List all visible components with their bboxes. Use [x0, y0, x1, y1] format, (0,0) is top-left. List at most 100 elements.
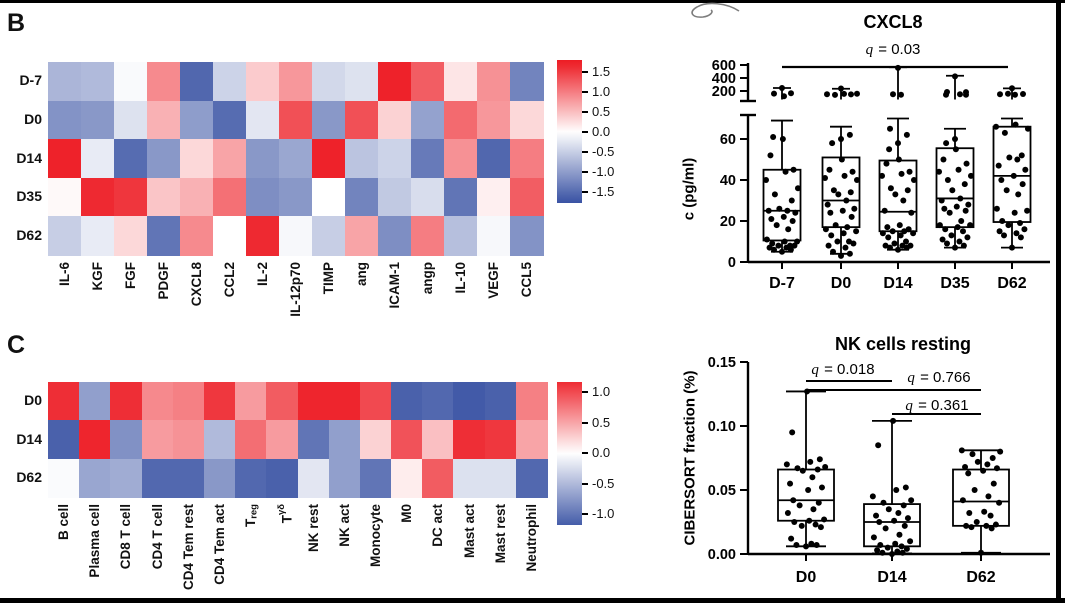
cxcl8-box [992, 125, 1032, 223]
heatmap-b-cell [477, 139, 511, 179]
cxcl8-point [830, 187, 837, 194]
nk-point [958, 447, 965, 454]
nk-y-tick-label: 0.10 [708, 419, 736, 435]
cxcl8-point [775, 242, 782, 249]
heatmap-c-colorbar-tick [582, 421, 588, 424]
heatmap-b-cell [246, 139, 280, 179]
heatmap-b-cell [510, 62, 544, 102]
heatmap-c-cell [515, 458, 548, 498]
cxcl8-point [883, 160, 890, 167]
cxcl8-point [1014, 156, 1021, 163]
nk-point [873, 512, 880, 519]
cxcl8-point [999, 218, 1006, 224]
nk-point [809, 474, 816, 481]
nk-point [992, 521, 999, 528]
cxcl8-point [1021, 226, 1028, 233]
heatmap-b-colorbar-tick-label: -1.0 [592, 164, 615, 179]
nk-point [898, 543, 905, 550]
cxcl8-point [773, 222, 780, 229]
nk-point [799, 467, 806, 474]
nk-point [822, 463, 829, 470]
cxcl8-lower-tick-label: 40 [720, 173, 736, 189]
cxcl8-point [964, 234, 971, 241]
panel-label-b: B [7, 9, 26, 37]
heatmap-b-cell [444, 100, 478, 140]
heatmap-b-cell [378, 62, 412, 102]
nk-point [794, 465, 801, 472]
cxcl8-point [792, 209, 799, 216]
nk-point [963, 522, 970, 529]
nk-point [981, 508, 988, 515]
cxcl8-point [763, 236, 770, 243]
cxcl8-upper-point [943, 91, 949, 98]
heatmap-b-cell [213, 100, 247, 140]
cxcl8-upper-point [848, 91, 854, 98]
heatmap-b-cell [180, 62, 214, 102]
heatmap-c-cell [453, 420, 486, 460]
cxcl8-point [956, 238, 963, 245]
nk-point [813, 542, 820, 549]
cxcl8-point [903, 131, 910, 138]
heatmap-b-colorbar-tick [582, 91, 588, 93]
cxcl8-point [1019, 181, 1026, 188]
heatmap-b-cell [345, 139, 379, 179]
heatmap-b-cell [114, 62, 148, 102]
heatmap-b-cell [213, 177, 247, 217]
heatmap-b-cell [477, 100, 511, 140]
cxcl8-point [906, 168, 913, 175]
heatmap-c-cell [141, 420, 174, 460]
cxcl8-point [847, 189, 854, 196]
heatmap-b-cell [279, 177, 313, 217]
heatmap-b-colorbar-tick-label: -0.5 [592, 144, 615, 159]
cxcl8-point [848, 213, 855, 220]
nk-point [997, 448, 1004, 455]
cxcl8-point [886, 146, 893, 153]
cxcl8-point [851, 205, 858, 212]
cxcl8-point [993, 123, 1000, 130]
nk-point [899, 549, 906, 556]
heatmap-c-colorbar-tick [582, 452, 588, 454]
cxcl8-point [902, 238, 909, 245]
nk-category-label: D62 [966, 569, 995, 586]
heatmap-c-cell [141, 458, 174, 498]
panel-label-c: C [7, 331, 26, 359]
heatmap-c-colorbar-tick-label: 0.5 [592, 414, 611, 430]
cxcl8-upper-point [898, 91, 904, 98]
cxcl8-point [779, 248, 785, 255]
cxcl8-point [1024, 207, 1031, 214]
cxcl8-point [953, 203, 960, 210]
cxcl8-upper-point [997, 91, 1003, 98]
nk-boxplot: 0.15 0.10 0.05 0.00 D0 D14 D62 [708, 355, 1050, 586]
heatmap-b-cell [246, 100, 280, 140]
nk-point [904, 515, 911, 522]
heatmap-c-colorbar-tick-label: 0.0 [592, 445, 611, 460]
cxcl8-point [789, 218, 796, 224]
heatmap-c-cell [515, 382, 548, 421]
nk-y-tick-label: 0.15 [708, 355, 736, 371]
heatmap-b-row-label: D62 [16, 226, 42, 243]
heatmap-b-colorbar-tick-label: 0.0 [592, 124, 611, 139]
handwritten-squiggle-icon [691, 2, 740, 18]
heatmap-b-cell [510, 139, 544, 179]
heatmap-c-cell [48, 420, 80, 460]
nk-point [783, 461, 790, 468]
heatmap-b-cell [411, 139, 445, 179]
cxcl8-upper-point [779, 85, 785, 92]
heatmap-b-cell [180, 177, 214, 217]
nk-point [803, 543, 809, 550]
cxcl8-point [835, 191, 842, 198]
nk-point [796, 502, 803, 509]
nk-point [965, 470, 972, 477]
heatmap-b-colorbar-tick [582, 191, 588, 193]
heatmap-c-cell [266, 420, 299, 460]
heatmap-c-cell [297, 382, 330, 421]
cxcl8-point [846, 250, 853, 257]
cxcl8-upper-point [895, 64, 901, 71]
nk-point [987, 512, 994, 519]
heatmap-b-cell [213, 216, 247, 256]
cxcl8-point [834, 238, 841, 245]
heatmap-b-cell [444, 62, 478, 102]
cxcl8-point [853, 177, 860, 183]
cxcl8-point [996, 228, 1003, 235]
